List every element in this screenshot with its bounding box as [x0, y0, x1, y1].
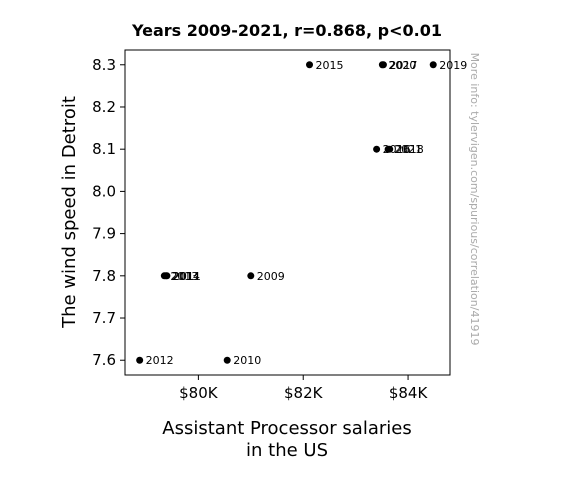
y-tick-label: 8.3	[92, 56, 116, 74]
data-point-2016	[373, 145, 381, 153]
data-point-2009	[247, 272, 255, 280]
x-tick-label: $80K	[179, 384, 219, 402]
chart-title: Years 2009-2021, r=0.868, p<0.01	[131, 21, 442, 40]
x-axis: $80K $82K $84K	[179, 375, 428, 402]
data-point-label-2013: 2013	[170, 270, 198, 283]
x-tick-label: $84K	[389, 384, 429, 402]
data-point-label-2020: 2020	[388, 59, 416, 72]
x-tick-label: $82K	[284, 384, 324, 402]
data-point-2019	[429, 61, 437, 69]
data-point-label-2021: 2021	[394, 143, 422, 156]
y-axis: 7.6 7.7 7.8 7.9 8.0 8.1 8.2 8.3	[92, 56, 125, 369]
y-tick-label: 7.9	[92, 225, 116, 243]
x-axis-label-line-2: in the US	[246, 440, 328, 461]
data-point-label-2009: 2009	[257, 270, 285, 283]
data-point-label-2017: 2017	[389, 59, 417, 72]
data-points: 2009201020112012201320142015201620172018…	[136, 59, 467, 367]
x-axis-label-line-1: Assistant Processor salaries	[162, 418, 411, 439]
y-tick-label: 8.1	[92, 140, 116, 158]
data-point-label-2014: 2014	[172, 270, 200, 283]
y-tick-label: 8.2	[92, 98, 116, 116]
y-axis-label: The wind speed in Detroit	[59, 96, 80, 329]
data-point-label-2012: 2012	[146, 354, 174, 367]
watermark-text: More info: tylervigen.com/spurious/corre…	[468, 53, 481, 346]
data-point-label-2010: 2010	[233, 354, 261, 367]
data-point-2014	[162, 272, 170, 280]
y-tick-label: 7.8	[92, 267, 116, 285]
y-tick-label: 8.0	[92, 182, 116, 200]
data-point-label-2019: 2019	[439, 59, 467, 72]
plot-frame	[124, 49, 451, 376]
y-tick-label: 7.7	[92, 309, 116, 327]
data-point-2020	[378, 61, 386, 69]
data-point-2012	[136, 356, 144, 364]
data-point-label-2018: 2018	[396, 143, 424, 156]
data-point-2021	[384, 145, 392, 153]
data-point-label-2015: 2015	[316, 59, 344, 72]
y-tick-label: 7.6	[92, 351, 116, 369]
data-point-label-2011: 2011	[173, 270, 201, 283]
data-point-2015	[306, 61, 314, 69]
data-point-2010	[223, 356, 231, 364]
